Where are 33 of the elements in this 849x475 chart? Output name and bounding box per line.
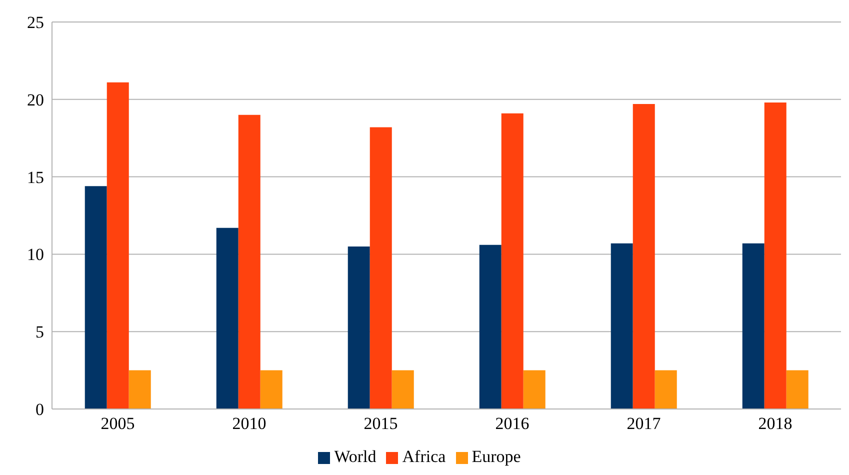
bar [128, 370, 151, 409]
bar [479, 244, 502, 409]
bar [632, 104, 655, 409]
x-tick-label: 2010 [232, 414, 266, 434]
bar [260, 370, 282, 409]
legend-label: Europe [472, 447, 521, 466]
bar [370, 127, 392, 409]
bar [84, 186, 107, 409]
y-tick-label: 15 [27, 168, 44, 187]
y-tick-label: 25 [27, 13, 44, 32]
y-tick-label: 0 [36, 400, 44, 420]
y-tick-label: 10 [27, 245, 44, 264]
bar [501, 113, 524, 409]
bar [523, 370, 546, 409]
x-tick-label: 2018 [758, 414, 792, 434]
bar [742, 243, 764, 409]
x-tick-label: 2017 [626, 414, 662, 434]
bar [216, 228, 238, 409]
x-tick-label: 2015 [364, 414, 398, 434]
bar [348, 246, 370, 409]
bar [654, 370, 677, 409]
bar [764, 102, 786, 409]
bar [392, 370, 414, 409]
bar [786, 370, 808, 409]
x-tick-label: 2005 [100, 414, 135, 434]
legend-label: World [334, 447, 376, 466]
bar [106, 82, 129, 409]
y-tick-label: 5 [36, 322, 44, 342]
x-tick-label: 2016 [495, 414, 530, 434]
bar [610, 243, 633, 409]
y-tick-label: 20 [27, 90, 44, 110]
bar [238, 114, 260, 409]
legend-label: Africa [402, 447, 446, 466]
